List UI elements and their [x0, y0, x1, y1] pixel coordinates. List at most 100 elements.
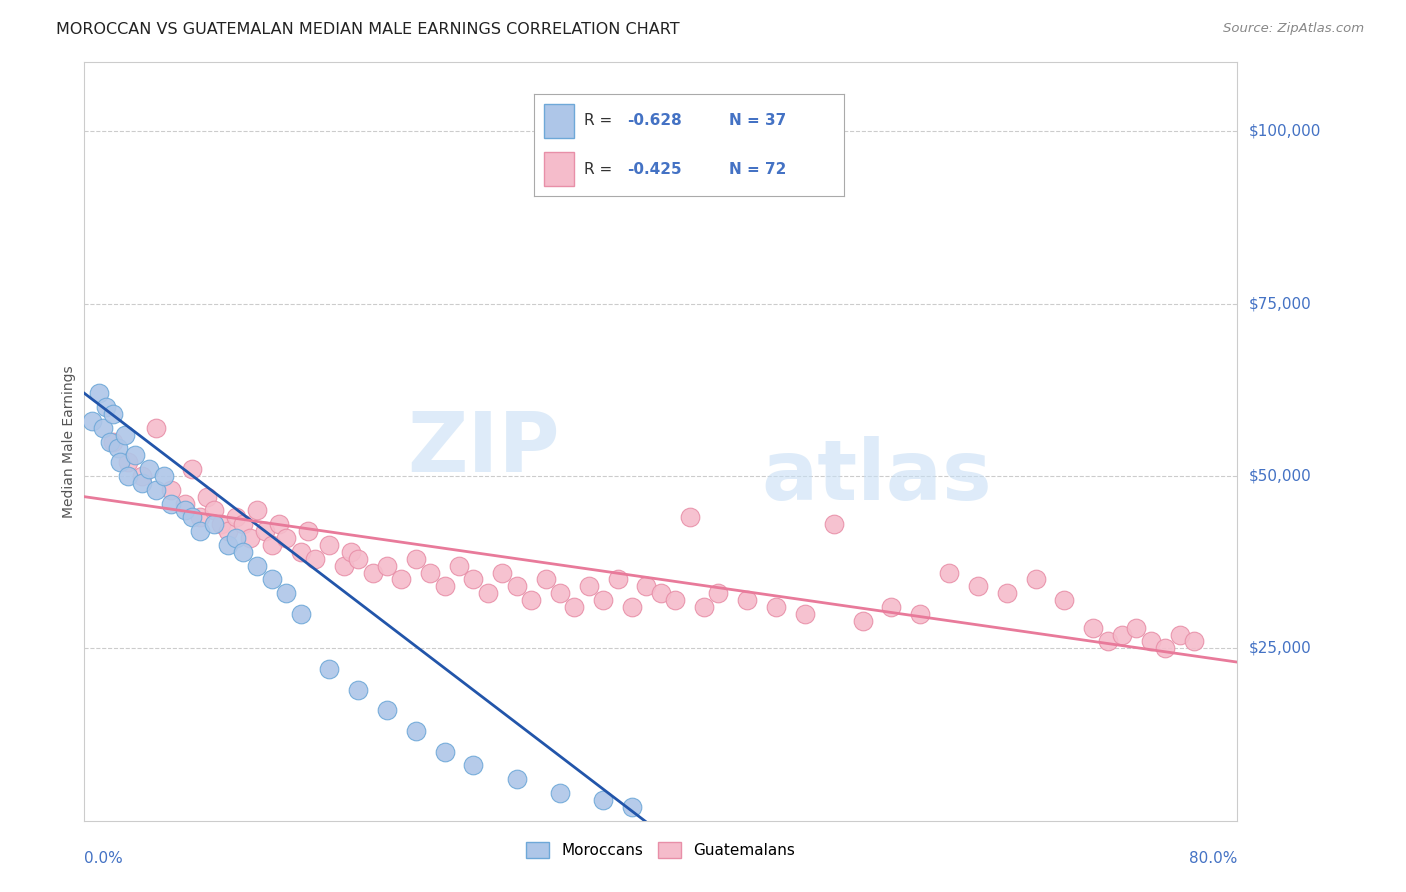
Text: N = 37: N = 37: [730, 113, 786, 128]
Point: [995, 586, 1018, 600]
Point: [491, 566, 513, 580]
Point: [232, 517, 254, 532]
Point: [290, 545, 312, 559]
Point: [506, 772, 529, 787]
Point: [333, 558, 356, 573]
Point: [347, 682, 370, 697]
Point: [260, 538, 283, 552]
Text: $75,000: $75,000: [1249, 296, 1312, 311]
Point: [218, 524, 240, 538]
Point: [246, 503, 269, 517]
Point: [520, 593, 543, 607]
Text: ZIP: ZIP: [408, 408, 560, 489]
Point: [188, 510, 211, 524]
Point: [347, 551, 370, 566]
Point: [209, 517, 232, 532]
Point: [297, 524, 319, 538]
Point: [938, 566, 960, 580]
Text: $100,000: $100,000: [1249, 124, 1320, 139]
Point: [225, 531, 247, 545]
Text: $50,000: $50,000: [1249, 468, 1312, 483]
Point: [1025, 573, 1047, 587]
Point: [290, 607, 312, 621]
Text: N = 72: N = 72: [730, 161, 786, 177]
Point: [276, 531, 298, 545]
Point: [592, 593, 614, 607]
Point: [664, 593, 686, 607]
Point: [506, 579, 529, 593]
Legend: Moroccans, Guatemalans: Moroccans, Guatemalans: [519, 835, 803, 866]
Point: [138, 462, 160, 476]
Point: [80, 414, 103, 428]
Point: [188, 524, 211, 538]
Point: [98, 434, 121, 449]
Point: [391, 573, 413, 587]
Point: [693, 599, 716, 614]
Text: 0.0%: 0.0%: [84, 851, 124, 866]
Point: [433, 745, 456, 759]
Point: [765, 599, 787, 614]
Point: [375, 703, 398, 717]
Point: [375, 558, 398, 573]
Point: [606, 573, 628, 587]
Point: [534, 573, 557, 587]
Point: [1154, 641, 1177, 656]
Point: [110, 455, 132, 469]
Point: [117, 455, 139, 469]
Point: [260, 573, 283, 587]
Point: [87, 386, 110, 401]
Point: [239, 531, 262, 545]
Point: [1182, 634, 1205, 648]
Point: [1140, 634, 1163, 648]
Point: [1097, 634, 1119, 648]
Bar: [544, 104, 575, 137]
Point: [202, 517, 225, 532]
Point: [145, 421, 167, 435]
Point: [131, 469, 153, 483]
Point: [174, 497, 197, 511]
Point: [564, 599, 586, 614]
Point: [318, 538, 340, 552]
Point: [225, 510, 247, 524]
Text: MOROCCAN VS GUATEMALAN MEDIAN MALE EARNINGS CORRELATION CHART: MOROCCAN VS GUATEMALAN MEDIAN MALE EARNI…: [56, 22, 681, 37]
Point: [181, 462, 204, 476]
Point: [1053, 593, 1076, 607]
Text: -0.425: -0.425: [627, 161, 682, 177]
Point: [548, 786, 571, 800]
Point: [636, 579, 658, 593]
Point: [117, 469, 139, 483]
Point: [592, 793, 614, 807]
Point: [910, 607, 932, 621]
Point: [449, 558, 471, 573]
Point: [880, 599, 903, 614]
Point: [131, 475, 153, 490]
Point: [103, 407, 124, 421]
Point: [1125, 621, 1147, 635]
Bar: [544, 153, 575, 186]
Point: [823, 517, 845, 532]
Point: [405, 724, 427, 739]
Point: [737, 593, 759, 607]
Point: [463, 758, 485, 772]
Point: [195, 490, 218, 504]
Point: [1083, 621, 1105, 635]
Point: [124, 448, 146, 462]
Point: [477, 586, 499, 600]
Point: [463, 573, 485, 587]
Point: [304, 551, 326, 566]
Point: [160, 483, 183, 497]
Point: [318, 662, 340, 676]
Point: [679, 510, 702, 524]
Text: -0.628: -0.628: [627, 113, 682, 128]
Point: [202, 503, 225, 517]
Point: [145, 483, 167, 497]
Point: [707, 586, 730, 600]
Point: [253, 524, 276, 538]
Text: atlas: atlas: [762, 435, 993, 516]
Text: 80.0%: 80.0%: [1189, 851, 1237, 866]
Point: [94, 400, 117, 414]
Text: R =: R =: [583, 161, 617, 177]
Text: Source: ZipAtlas.com: Source: ZipAtlas.com: [1223, 22, 1364, 36]
Point: [1111, 627, 1133, 641]
Point: [152, 469, 174, 483]
